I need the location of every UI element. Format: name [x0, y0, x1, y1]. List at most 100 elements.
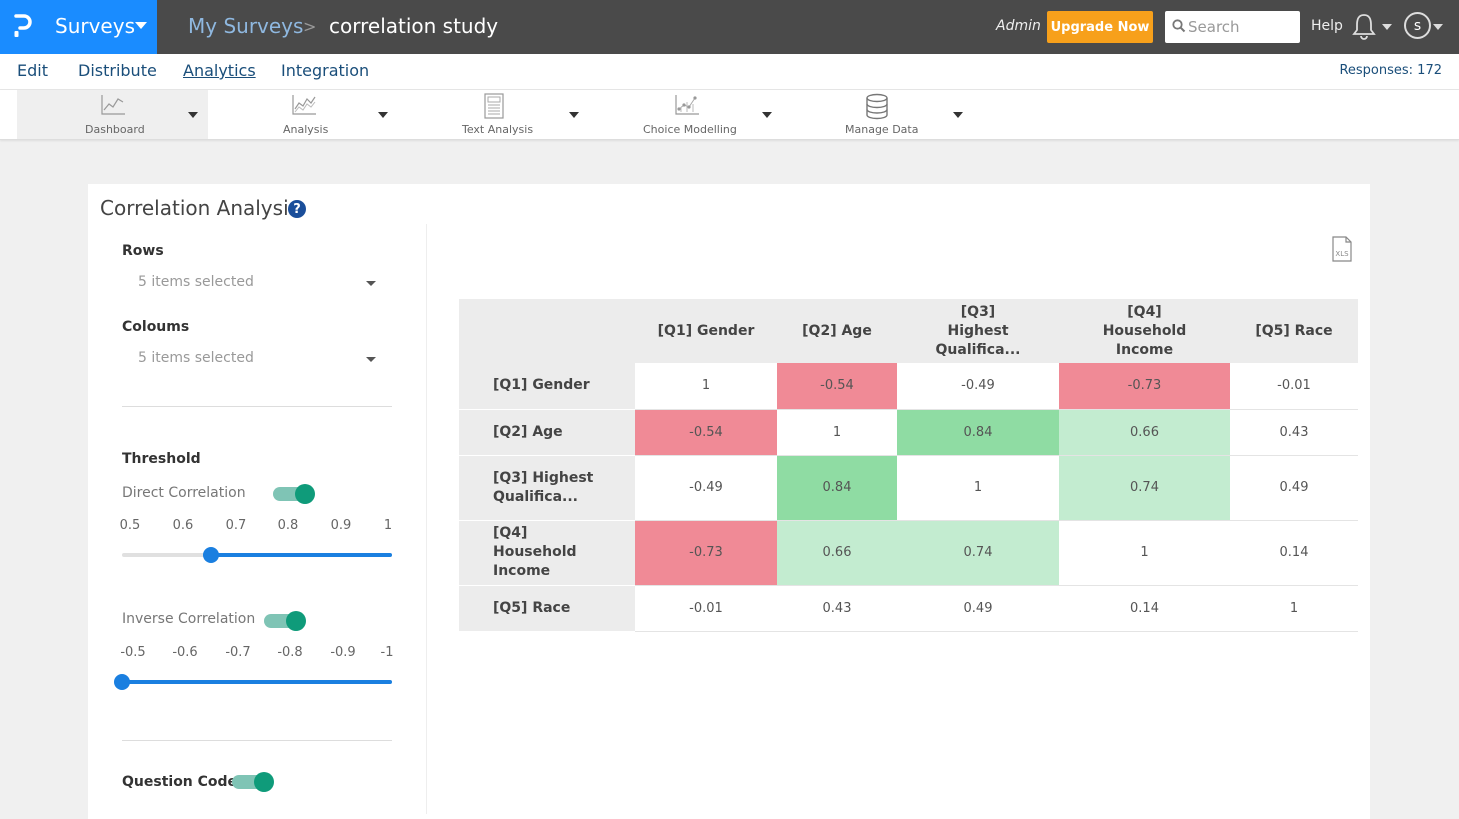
nav-analytics[interactable]: Analytics	[183, 61, 256, 80]
rows-select[interactable]: 5 items selected	[138, 274, 254, 290]
threshold-label: Threshold	[122, 451, 201, 467]
tick-label: -0.6	[172, 645, 198, 660]
tick-label: -1	[380, 645, 394, 660]
column-header-label: [Q1] Gender	[657, 322, 755, 339]
slider-thumb[interactable]	[114, 674, 130, 690]
breadcrumb-my-surveys[interactable]: My Surveys	[188, 14, 304, 38]
correlation-cell: 0.84	[897, 409, 1059, 456]
column-header-label: [Q2] Age	[802, 322, 872, 339]
brand-menu[interactable]: Surveys	[0, 0, 157, 54]
correlation-cell: 0.74	[897, 520, 1059, 586]
correlation-matrix: [Q1] Gender [Q2] Age [Q3] Highest Qualif…	[459, 299, 1358, 632]
column-header: [Q3] Highest Qualifica...	[897, 299, 1059, 363]
column-header: [Q1] Gender	[635, 299, 777, 363]
tool-label: Text Analysis	[462, 123, 534, 136]
column-header: [Q2] Age	[777, 299, 897, 363]
correlation-cell: 0.14	[1230, 520, 1358, 586]
analytics-toolbar: Dashboard Analysis Text Analysis	[0, 90, 1459, 140]
row-header: [Q4] Household Income	[459, 520, 635, 586]
row-header-label: [Q2] Age	[493, 423, 563, 440]
divider	[122, 740, 392, 741]
row-header: [Q5] Race	[459, 585, 635, 632]
tool-analysis[interactable]: Analysis	[208, 90, 399, 139]
toggle-knob	[254, 772, 274, 792]
matrix-body: [Q1] Gender 1 -0.54 -0.49 -0.73 -0.01 [Q2] Age…	[459, 363, 1358, 632]
chevron-down-icon[interactable]	[366, 281, 376, 286]
question-code-toggle[interactable]	[232, 772, 274, 792]
slider-thumb[interactable]	[203, 547, 219, 563]
correlation-cell: 1	[1230, 585, 1358, 632]
database-icon	[866, 93, 888, 120]
toggle-knob	[295, 484, 315, 504]
correlation-cell: 1	[1059, 520, 1230, 586]
chevron-down-icon[interactable]	[1382, 24, 1392, 30]
breadcrumb-separator: >	[303, 17, 317, 36]
chevron-down-icon[interactable]	[1433, 24, 1443, 30]
correlation-cell: 0.66	[777, 520, 897, 586]
inverse-correlation-label: Inverse Correlation	[122, 611, 256, 627]
chevron-down-icon	[135, 22, 147, 29]
correlation-cell: 0.66	[1059, 409, 1230, 456]
inverse-correlation-slider[interactable]	[114, 674, 392, 690]
avatar[interactable]: s	[1404, 12, 1431, 39]
columns-label: Coloums	[122, 319, 190, 335]
row-header-label: [Q1] Gender	[493, 377, 590, 394]
column-header: [Q4] Household Income	[1059, 299, 1230, 363]
search-icon	[1172, 19, 1186, 33]
correlation-cell: -0.73	[1059, 363, 1230, 410]
chevron-down-icon[interactable]	[569, 112, 579, 118]
table-row: [Q2] Age -0.54 1 0.84 0.66 0.43	[459, 409, 1358, 456]
xls-export-icon[interactable]: XLS	[1330, 236, 1354, 262]
correlation-cell: 0.14	[1059, 585, 1230, 632]
correlation-cell: 1	[635, 363, 777, 410]
row-header-label: [Q3] Highest Qualifica...	[493, 469, 594, 505]
tool-choice-modelling[interactable]: Choice Modelling	[590, 90, 781, 139]
inverse-ticks: -0.5 -0.6 -0.7 -0.8 -0.9 -1	[120, 645, 394, 661]
table-row: [Q4] Household Income -0.73 0.66 0.74 1 0.14	[459, 520, 1358, 586]
chevron-down-icon[interactable]	[953, 112, 963, 118]
svg-text:XLS: XLS	[1335, 250, 1349, 258]
nav-distribute[interactable]: Distribute	[78, 61, 157, 80]
columns-select[interactable]: 5 items selected	[138, 350, 254, 366]
nav-integration[interactable]: Integration	[281, 61, 370, 80]
tick-label: -0.8	[277, 645, 303, 660]
correlation-cell: 0.43	[777, 585, 897, 632]
bell-icon[interactable]	[1351, 12, 1377, 40]
correlation-cell: -0.54	[777, 363, 897, 410]
chevron-down-icon[interactable]	[188, 112, 198, 118]
rows-label: Rows	[122, 243, 164, 259]
tool-dashboard[interactable]: Dashboard	[17, 90, 208, 139]
row-header: [Q2] Age	[459, 409, 635, 456]
column-header-label: [Q5] Race	[1255, 322, 1333, 339]
chevron-down-icon[interactable]	[378, 112, 388, 118]
toggle-knob	[286, 611, 306, 631]
correlation-cell: -0.01	[1230, 363, 1358, 410]
inverse-correlation-toggle[interactable]	[264, 611, 306, 631]
help-link[interactable]: Help	[1311, 18, 1343, 34]
tick-label: 0.9	[330, 518, 352, 533]
correlation-cell: 0.49	[1230, 455, 1358, 521]
direct-correlation-slider[interactable]	[122, 547, 392, 563]
direct-correlation-toggle[interactable]	[273, 484, 315, 504]
nav-edit[interactable]: Edit	[17, 61, 48, 80]
search-placeholder: Search	[1188, 18, 1240, 36]
chevron-down-icon[interactable]	[762, 112, 772, 118]
search-input[interactable]: Search	[1165, 11, 1300, 43]
tick-label: 0.7	[225, 518, 247, 533]
correlation-cell: 1	[897, 455, 1059, 521]
tick-label: -0.7	[225, 645, 251, 660]
table-row: [Q3] Highest Qualifica... -0.49 0.84 1 0.74 0…	[459, 455, 1358, 521]
tool-text-analysis[interactable]: Text Analysis	[399, 90, 590, 139]
table-row: [Q1] Gender 1 -0.54 -0.49 -0.73 -0.01	[459, 363, 1358, 410]
tick-label: -0.9	[330, 645, 356, 660]
responses-count: Responses: 172	[1339, 63, 1442, 78]
tool-label: Dashboard	[85, 123, 145, 136]
correlation-cell: 0.49	[897, 585, 1059, 632]
upgrade-button[interactable]: Upgrade Now	[1047, 11, 1153, 43]
tool-manage-data[interactable]: Manage Data	[781, 90, 972, 139]
corner-cell	[459, 299, 635, 363]
brand-name: Surveys	[55, 14, 135, 38]
chevron-down-icon[interactable]	[366, 357, 376, 362]
tool-label: Analysis	[283, 123, 329, 136]
help-icon[interactable]: ?	[288, 200, 306, 218]
